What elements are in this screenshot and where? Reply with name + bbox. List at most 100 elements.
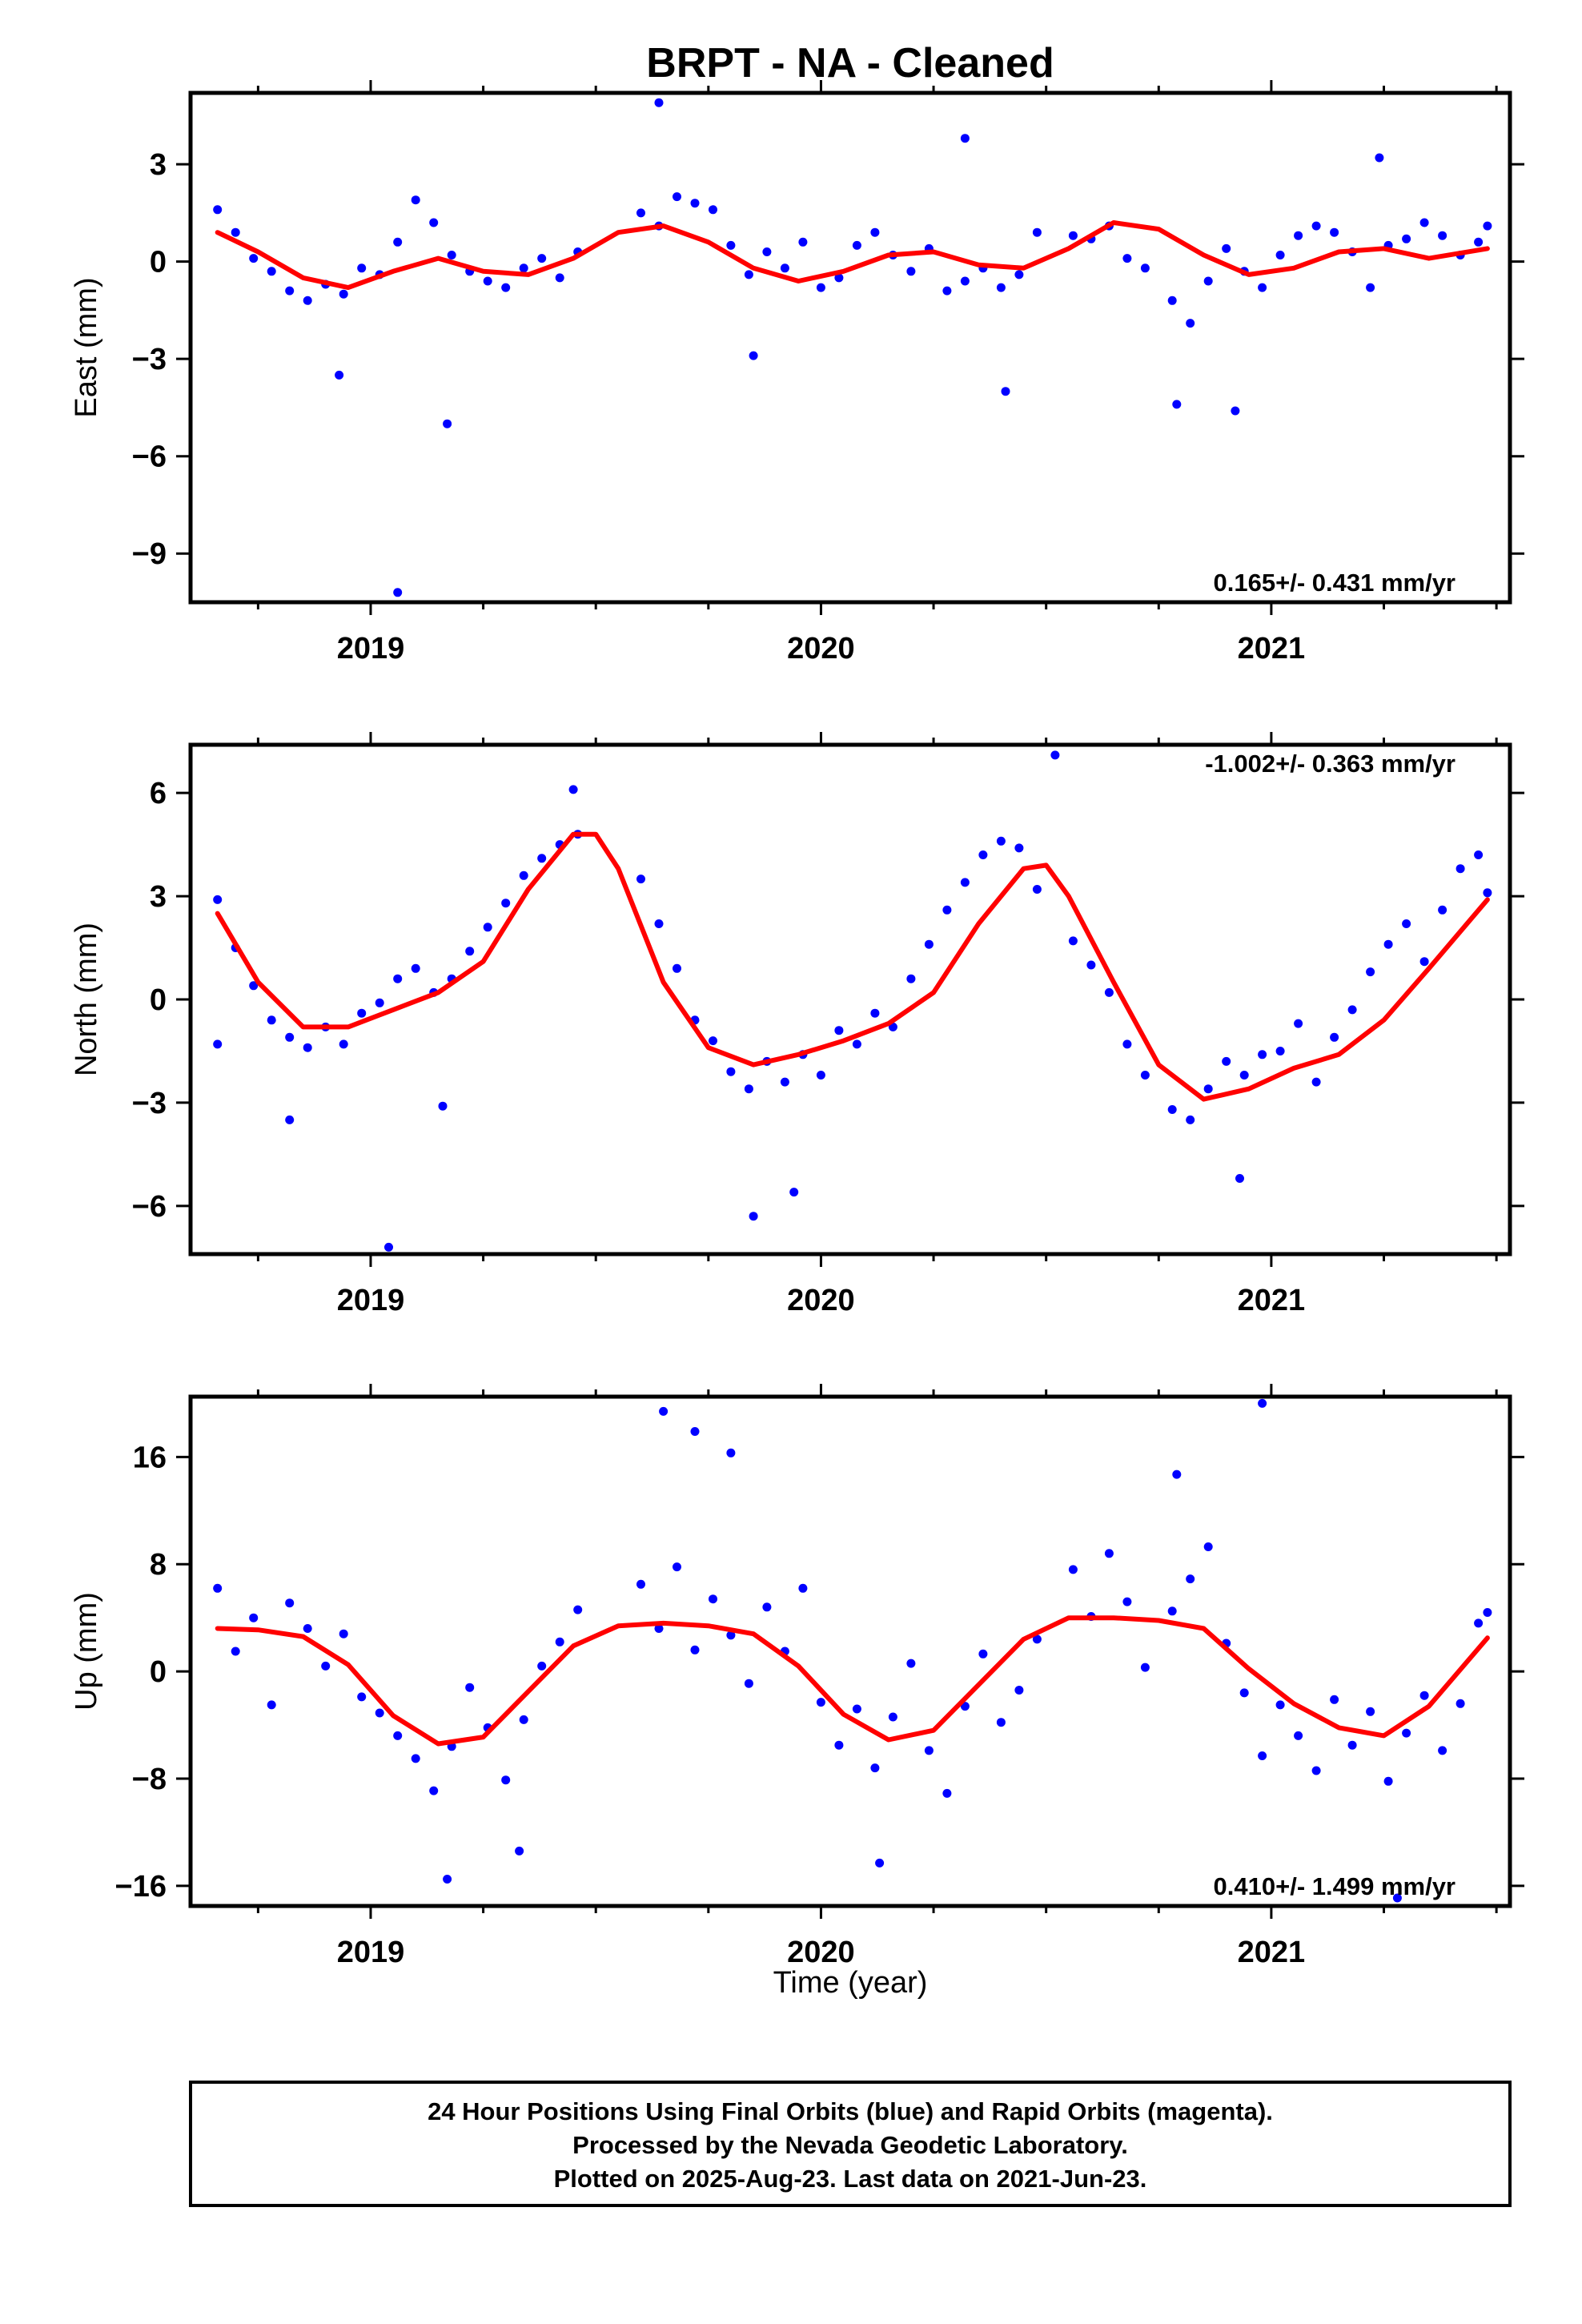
data-point: [924, 939, 934, 949]
data-point: [429, 218, 439, 227]
data-point: [762, 247, 772, 256]
data-point: [978, 1649, 988, 1659]
y-tick-label: −3: [132, 343, 167, 376]
x-tick-label: 2020: [787, 1936, 855, 1969]
data-point: [1068, 1565, 1078, 1574]
data-point: [335, 370, 344, 380]
data-point: [555, 1637, 564, 1647]
data-point: [888, 1712, 897, 1722]
data-point: [537, 1661, 547, 1671]
data-point: [1068, 231, 1078, 240]
data-point: [1172, 400, 1182, 409]
data-point: [942, 286, 952, 296]
y-tick-label: 16: [133, 1441, 167, 1474]
data-point: [1294, 231, 1303, 240]
data-point: [443, 419, 452, 428]
data-point: [906, 1659, 916, 1668]
data-point: [875, 1858, 885, 1868]
x-tick-label: 2020: [787, 1284, 855, 1317]
data-point: [749, 1212, 758, 1221]
data-point: [654, 1624, 664, 1633]
data-point: [870, 1763, 880, 1773]
data-point: [1140, 263, 1150, 273]
footer-line-1: 24 Hour Positions Using Final Orbits (bl…: [428, 2097, 1273, 2125]
data-point: [1330, 1695, 1339, 1704]
data-point: [1239, 1071, 1249, 1080]
data-point: [1275, 1700, 1285, 1710]
data-point: [996, 283, 1006, 292]
data-point: [1001, 387, 1010, 396]
data-point: [411, 195, 420, 205]
data-point: [501, 1775, 511, 1785]
data-point: [384, 1242, 393, 1252]
data-point: [1438, 1746, 1447, 1755]
data-point: [375, 998, 384, 1007]
data-point: [231, 227, 240, 237]
y-tick-label: 0: [150, 983, 167, 1017]
data-point: [1186, 1574, 1195, 1584]
data-point: [1483, 888, 1492, 898]
data-point: [1311, 1077, 1321, 1087]
data-point: [1258, 1398, 1267, 1408]
x-tick-label: 2021: [1238, 1284, 1306, 1317]
data-point: [1294, 1731, 1303, 1740]
data-point: [870, 227, 880, 237]
y-tick-label: 0: [150, 246, 167, 279]
data-point: [267, 1015, 276, 1025]
data-point: [249, 981, 259, 991]
plot-area: [213, 98, 1492, 597]
data-point: [673, 1562, 681, 1572]
data-point: [834, 273, 844, 283]
data-point: [1104, 987, 1114, 997]
data-point: [726, 1448, 736, 1458]
data-point: [519, 870, 528, 880]
data-point: [267, 1700, 276, 1710]
data-point: [749, 351, 758, 360]
data-point: [870, 1008, 880, 1018]
footer-line-3: Plotted on 2025-Aug-23. Last data on 202…: [554, 2165, 1147, 2193]
y-tick-label: −3: [132, 1087, 167, 1120]
data-point: [1294, 1019, 1303, 1028]
data-point: [555, 273, 564, 283]
x-tick-label: 2019: [337, 1284, 405, 1317]
data-point: [483, 276, 492, 286]
data-point: [1167, 296, 1177, 305]
y-tick-label: 3: [150, 148, 167, 182]
data-point: [357, 1008, 367, 1018]
data-point: [780, 1077, 789, 1087]
data-point: [1235, 1174, 1244, 1183]
data-point: [852, 240, 861, 250]
data-point: [1347, 1005, 1357, 1015]
y-axis-label: Up (mm): [70, 1592, 103, 1711]
data-point: [1366, 283, 1375, 292]
plot-area: [213, 1398, 1492, 1903]
data-point: [1419, 218, 1429, 227]
data-point: [213, 895, 223, 904]
data-point: [1122, 1597, 1132, 1606]
x-tick-label: 2020: [787, 632, 855, 665]
north-panel: 2019 2020 2021 6 3 0 −3 −6 North (mm) -1.002+/- 0…: [70, 732, 1524, 1317]
data-point: [568, 785, 578, 794]
y-tick-label: 6: [150, 777, 167, 810]
data-point: [1383, 939, 1393, 949]
data-point: [1086, 960, 1096, 970]
data-point: [1456, 1699, 1465, 1708]
data-point: [726, 240, 736, 250]
data-point: [483, 923, 492, 932]
data-point: [537, 254, 547, 263]
up-panel: 2019 2020 2021 16 8 0 −8 −16 Up (mm) 0.410+/- 1.4…: [70, 1384, 1524, 1969]
data-point: [1203, 1084, 1213, 1094]
data-point: [1032, 885, 1042, 894]
data-point: [357, 263, 367, 273]
data-point: [1330, 1032, 1339, 1042]
data-point: [789, 1188, 799, 1197]
data-point: [978, 850, 988, 859]
x-tick-label: 2021: [1238, 632, 1306, 665]
data-point: [654, 98, 664, 107]
data-point: [1474, 237, 1484, 247]
data-point: [996, 1718, 1006, 1727]
data-point: [1347, 1740, 1357, 1750]
data-point: [519, 1715, 528, 1724]
data-point: [1402, 234, 1411, 243]
east-panel: 2019 2020 2021 3 0 −3 −6 −9 East (mm) 0.165+/- 0.…: [70, 80, 1524, 665]
